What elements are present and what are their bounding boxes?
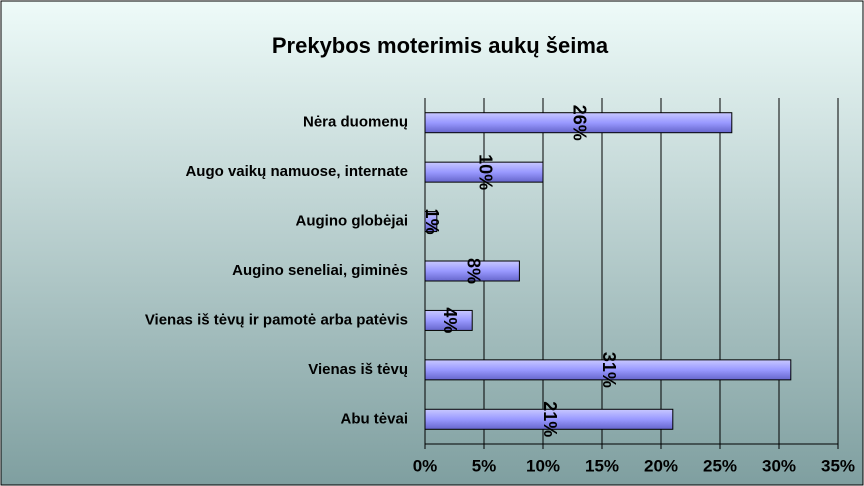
x-tick-label: 0% xyxy=(413,456,438,475)
y-tick-label: Vienas iš tėvų ir pamotė arba patėvis xyxy=(145,311,408,328)
value-label: 4% xyxy=(440,307,460,333)
value-label: 26% xyxy=(570,105,590,141)
value-label: 8% xyxy=(463,258,483,284)
value-label: 10% xyxy=(475,154,495,190)
x-tick-label: 25% xyxy=(703,456,737,475)
x-tick-label: 10% xyxy=(526,456,560,475)
bar xyxy=(424,211,438,233)
bar xyxy=(424,408,674,430)
y-tick-label: Abu tėvai xyxy=(340,410,408,427)
bar xyxy=(424,260,520,282)
bar xyxy=(424,161,544,183)
y-tick-label: Augo vaikų namuose, internate xyxy=(185,163,408,180)
bar xyxy=(424,309,473,331)
value-label: 21% xyxy=(540,401,560,437)
value-label: 31% xyxy=(599,352,619,388)
x-tick-label: 20% xyxy=(644,456,678,475)
bar xyxy=(424,359,792,381)
x-tick-label: 35% xyxy=(821,456,855,475)
value-label: 1% xyxy=(422,209,442,235)
chart-title: Prekybos moterimis aukų šeima xyxy=(272,33,609,58)
y-tick-label: Nėra duomenų xyxy=(303,114,408,131)
x-tick-label: 15% xyxy=(585,456,619,475)
x-tick-label: 5% xyxy=(472,456,497,475)
bar xyxy=(424,112,733,134)
y-tick-label: Augino globėjai xyxy=(296,213,409,230)
y-tick-label: Vienas iš tėvų xyxy=(308,361,408,378)
y-tick-label: Augino seneliai, giminės xyxy=(232,262,408,279)
x-tick-label: 30% xyxy=(762,456,796,475)
